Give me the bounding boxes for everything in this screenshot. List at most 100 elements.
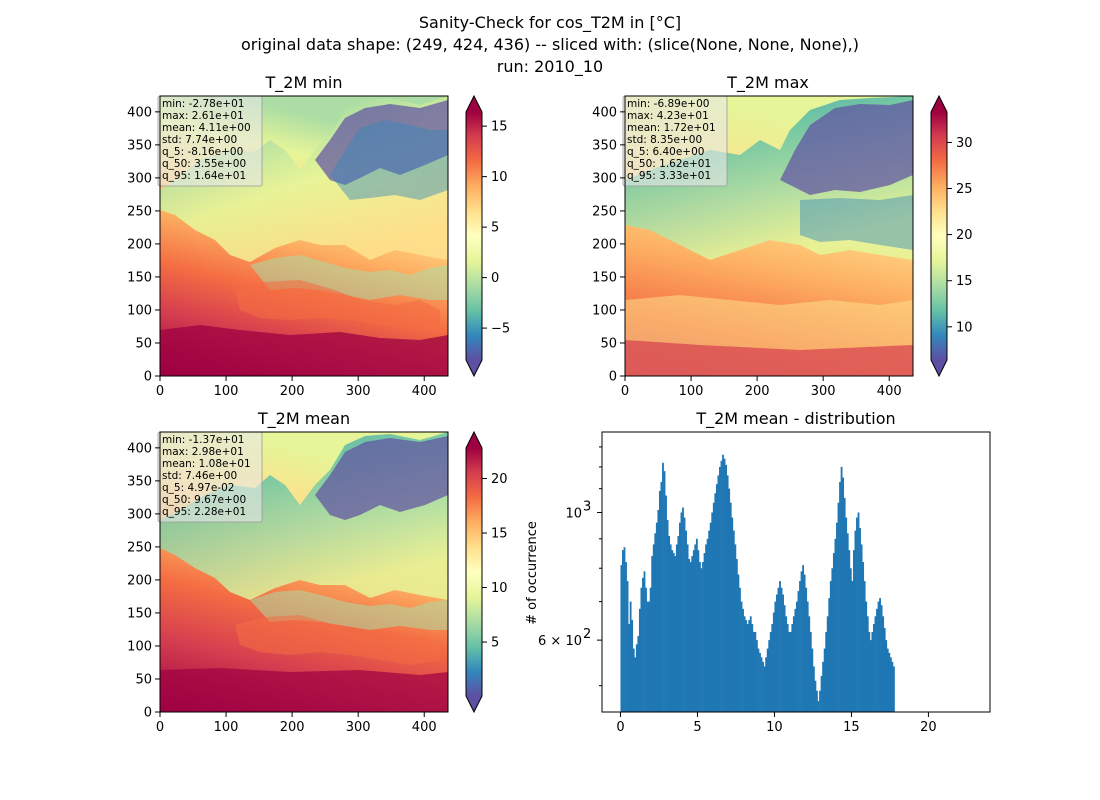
panel-title: T_2M min — [264, 73, 342, 93]
scandinavia-cold — [780, 100, 913, 195]
stat-line: std: 7.46e+00 — [162, 470, 237, 482]
colorbar-tick-label: 0 — [491, 271, 499, 286]
histogram-bar — [643, 571, 646, 712]
north-africa — [160, 668, 448, 712]
histogram-bar — [755, 640, 758, 712]
stat-line: q_95: 2.28e+01 — [162, 506, 246, 518]
heatmap-panel-min: T_2M min min: -2.78e+01 max: 2.61e+01 me… — [127, 73, 510, 399]
histogram-bar — [742, 608, 744, 712]
y-tick-label: 150 — [592, 270, 617, 285]
histogram-bar — [740, 601, 743, 712]
colorbar-extend-bottom — [466, 696, 482, 712]
histogram-bar — [671, 550, 674, 712]
histogram-bar — [845, 517, 848, 712]
stat-line: q_50: 3.55e+00 — [162, 158, 246, 170]
y-tick-label: 350 — [127, 138, 152, 153]
panel-title: T_2M max — [726, 73, 809, 93]
histogram-bar — [769, 631, 772, 712]
histogram-bar — [751, 623, 754, 712]
x-tick-label: 0 — [156, 384, 164, 399]
histogram-bar — [757, 648, 760, 712]
histogram-bar — [783, 605, 786, 712]
y-tick-label: 50 — [135, 672, 152, 687]
panel-title: T_2M mean — [257, 409, 350, 429]
histogram-bar — [658, 490, 661, 712]
stat-line: max: 2.98e+01 — [162, 446, 244, 458]
colorbar-tick-label: 25 — [956, 182, 973, 197]
histogram-bar — [866, 616, 869, 712]
histogram-bar — [792, 616, 795, 712]
stat-line: min: -6.89e+00 — [627, 98, 709, 110]
stat-line: max: 2.61e+01 — [162, 110, 244, 122]
histogram-bar — [719, 466, 721, 712]
histogram-bar — [859, 527, 861, 712]
y-tick-label: 400 — [127, 441, 152, 456]
stat-line: q_5: 4.97e-02 — [162, 482, 234, 494]
histogram-bar — [822, 661, 825, 712]
histogram-bar — [811, 648, 814, 712]
histogram-bar — [620, 565, 623, 712]
histogram-bar — [836, 522, 838, 712]
stat-line: q_95: 1.64e+01 — [162, 170, 246, 182]
histogram-bar — [749, 616, 752, 712]
y-tick-label: 300 — [127, 171, 152, 186]
stat-line: mean: 1.08e+01 — [162, 458, 251, 470]
histogram-bar — [697, 550, 700, 712]
histogram-bar — [869, 640, 872, 712]
histogram-bar — [843, 497, 846, 712]
histogram-bar — [668, 536, 671, 712]
colorbar-tick-label: 10 — [491, 170, 508, 185]
y-tick-label: 150 — [127, 606, 152, 621]
colorbar-tick-label: 20 — [491, 472, 508, 487]
x-tick-label: 100 — [214, 384, 239, 399]
histogram-bar — [809, 631, 812, 712]
colorbar-outline — [465, 94, 483, 378]
colorbar-extend-top — [466, 432, 482, 448]
histogram-bar — [638, 608, 641, 712]
stat-line: min: -1.37e+01 — [162, 434, 244, 446]
histogram-bar — [874, 616, 877, 712]
figure-title-line-2: original data shape: (249, 424, 436) -- … — [241, 35, 859, 54]
mediterranean-sea — [235, 280, 440, 330]
histogram-bar — [635, 644, 638, 712]
colorbar-tick-label: 5 — [491, 636, 499, 651]
y-tick-label: 200 — [592, 237, 617, 252]
histogram-bar — [626, 581, 629, 712]
histogram-bar — [883, 627, 886, 712]
histogram-bar — [735, 559, 738, 712]
histogram-bar — [794, 608, 797, 712]
heatmap-image — [625, 96, 913, 376]
stat-line: mean: 1.72e+01 — [627, 122, 716, 134]
histogram-bar — [799, 581, 801, 712]
histogram-bar — [759, 652, 761, 712]
histogram-bar — [682, 507, 684, 712]
stat-line: std: 7.74e+00 — [162, 134, 237, 146]
histogram-bar — [746, 623, 749, 712]
histogram-bar — [831, 568, 834, 712]
histogram-bar — [820, 675, 823, 712]
histogram-bar — [665, 495, 667, 712]
stat-line: q_95: 3.33e+01 — [627, 170, 711, 182]
histogram-bar — [886, 648, 889, 712]
histogram-bar — [691, 556, 694, 712]
x-tick-label: 300 — [811, 384, 836, 399]
histogram-bar — [762, 661, 764, 712]
histogram-bar — [819, 690, 821, 712]
y-tick-label: 400 — [592, 105, 617, 120]
x-tick-label: 0 — [616, 720, 624, 735]
stat-line: q_5: -8.16e+00 — [162, 146, 243, 158]
stat-line: min: -2.78e+01 — [162, 98, 244, 110]
axes-frame — [159, 431, 449, 713]
histogram-bar — [826, 616, 829, 712]
histogram-bar — [774, 601, 777, 712]
histogram-bar — [760, 657, 763, 712]
colorbar-tick-label: 30 — [956, 136, 973, 151]
colorbar: 20 15 10 5 — [465, 430, 508, 714]
histogram-bar — [856, 517, 858, 712]
histogram-bar — [708, 530, 711, 712]
histogram-bar — [686, 544, 689, 712]
histogram-bars — [620, 454, 895, 712]
x-tick-label: 5 — [693, 720, 701, 735]
y-tick-label: 200 — [127, 573, 152, 588]
y-tick-label: 300 — [592, 171, 617, 186]
